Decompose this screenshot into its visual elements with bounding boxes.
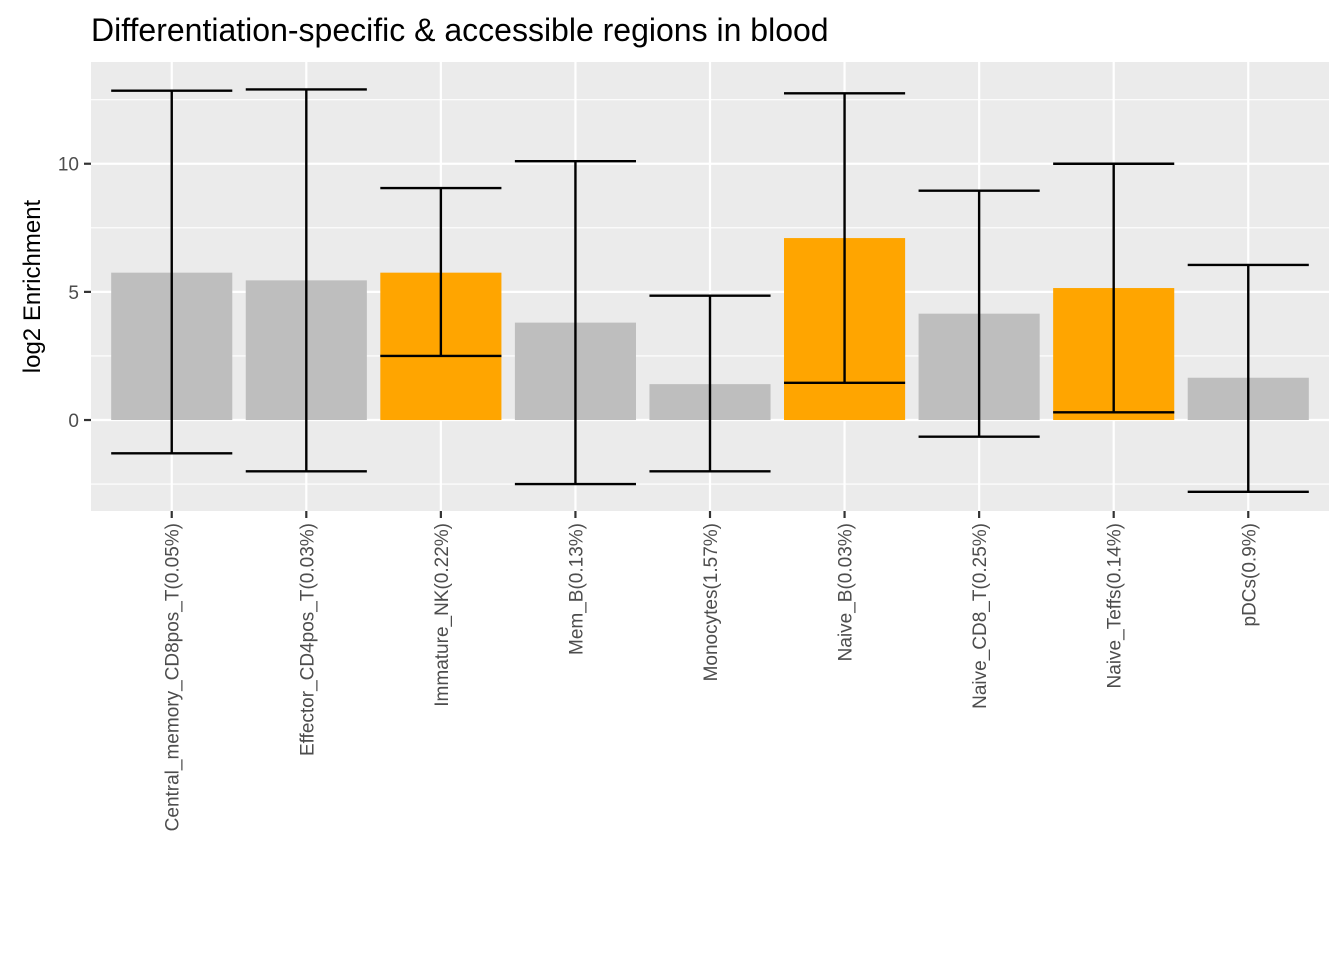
error-bar [514, 159, 636, 486]
error-bar [918, 189, 1040, 438]
x-tick-label: pDCs(0.9%) [1239, 523, 1260, 626]
x-tick-label: Monocytes(1.57%) [701, 523, 722, 681]
y-tick-label: 0 [68, 411, 79, 432]
error-bars [111, 88, 1309, 493]
error-bar [380, 186, 502, 358]
error-bar [1053, 162, 1175, 414]
y-tick-label: 10 [58, 155, 79, 176]
x-axis: Central_memory_CD8pos_T(0.05%) Effector_C… [163, 511, 1260, 831]
chart-title: Differentiation-specific & accessible re… [91, 12, 829, 48]
x-tick-label: Naive_Teffs(0.14%) [1105, 523, 1126, 688]
error-bar [245, 88, 367, 473]
error-bar [784, 92, 906, 385]
x-tick-label: Naive_B(0.03%) [836, 523, 857, 661]
y-tick-label: 5 [68, 283, 79, 304]
x-tick-label: Immature_NK(0.22%) [432, 523, 453, 707]
x-tick-label: Mem_B(0.13%) [566, 523, 587, 655]
error-bar [1187, 263, 1309, 493]
x-tick-label: Central_memory_CD8pos_T(0.05%) [163, 523, 184, 831]
x-tick-label: Naive_CD8_T(0.25%) [970, 523, 991, 709]
y-axis: 0 5 10 [58, 155, 91, 432]
error-bar [111, 89, 233, 455]
error-bar [649, 294, 771, 473]
x-tick-label: Effector_CD4pos_T(0.03%) [297, 523, 318, 756]
y-axis-title: log2 Enrichment [19, 199, 46, 373]
